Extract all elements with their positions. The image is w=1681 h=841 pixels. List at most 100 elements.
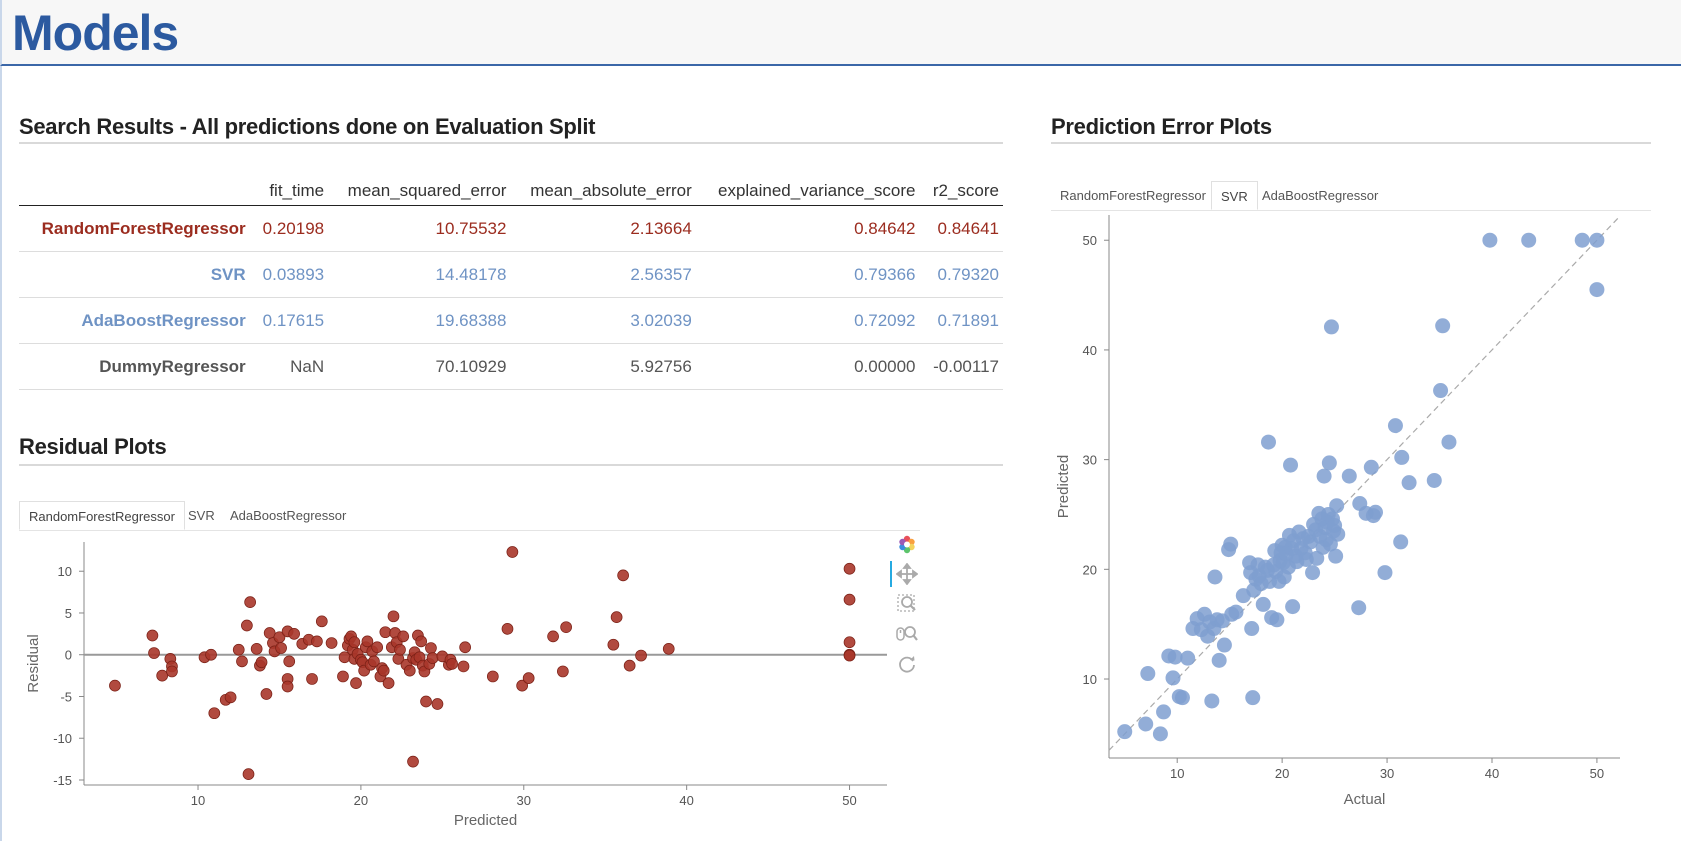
data-point (244, 596, 256, 608)
x-tick-label: 10 (1170, 766, 1184, 781)
data-point (431, 698, 444, 710)
data-point (1363, 459, 1379, 475)
data-point (1165, 670, 1181, 686)
data-point (361, 635, 374, 648)
data-point (1207, 569, 1223, 585)
pan-icon[interactable] (896, 563, 918, 585)
table-cell: 0.00000 (695, 343, 920, 390)
row-model-name: AdaBoostRegressor (19, 297, 250, 344)
data-point (1152, 726, 1168, 742)
data-point (1244, 621, 1260, 637)
data-point (1283, 457, 1299, 473)
data-point (1482, 232, 1498, 248)
data-point (843, 649, 856, 662)
column-header: fit_time (249, 175, 329, 206)
data-point (208, 707, 221, 720)
data-point (382, 677, 395, 689)
data-point (205, 648, 217, 661)
table-cell: 14.48178 (328, 251, 511, 298)
data-point (1435, 318, 1451, 334)
table-cell: 3.02039 (510, 297, 696, 344)
tab-randomforestregressor[interactable]: RandomForestRegressor (19, 501, 185, 530)
data-point (325, 637, 338, 649)
x-tick-label: 40 (1485, 766, 1499, 781)
data-point (486, 670, 499, 683)
x-tick-label: 50 (842, 793, 856, 808)
data-point (617, 569, 629, 582)
data-point (1328, 548, 1344, 564)
tab-svr[interactable]: SVR (1211, 181, 1258, 210)
data-point (662, 643, 675, 655)
wheel-zoom-icon[interactable] (896, 623, 918, 645)
y-tick-label: 30 (1083, 453, 1097, 468)
y-tick-label: -10 (53, 731, 72, 746)
data-point (224, 691, 237, 704)
active-tool-indicator (890, 561, 892, 587)
data-point (109, 679, 121, 692)
x-axis-label: Actual (1344, 791, 1386, 808)
data-point (415, 635, 428, 648)
data-point (311, 635, 323, 648)
data-point (1316, 468, 1332, 484)
data-point (1156, 704, 1172, 720)
search-results-title: Search Results - All predictions done on… (19, 114, 1003, 144)
y-tick-label: -15 (53, 773, 72, 788)
x-tick-label: 20 (1275, 766, 1289, 781)
data-point (557, 665, 569, 678)
box-zoom-icon[interactable] (896, 593, 918, 615)
y-tick-label: 10 (1083, 672, 1097, 687)
x-tick-label: 40 (679, 793, 693, 808)
data-point (1216, 637, 1232, 653)
data-point (337, 670, 349, 683)
data-point (426, 652, 439, 664)
data-point (1387, 418, 1403, 434)
tab-adaboostregressor[interactable]: AdaBoostRegressor (1262, 188, 1379, 203)
x-axis-label: Predicted (454, 812, 517, 829)
data-point (242, 768, 255, 780)
data-point (446, 658, 458, 670)
y-axis-label: Residual (25, 634, 42, 692)
data-point (371, 641, 384, 654)
y-tick-label: 5 (65, 606, 72, 621)
table-cell: 0.84641 (919, 205, 1003, 252)
data-point (1255, 596, 1271, 612)
row-model-name: SVR (19, 251, 250, 298)
data-point (379, 626, 392, 639)
data-point (1394, 449, 1410, 465)
reset-icon[interactable] (896, 653, 918, 675)
tab-svr[interactable]: SVR (188, 508, 215, 523)
table-cell: 0.79366 (695, 251, 920, 298)
table-cell: 0.79320 (919, 251, 1003, 298)
data-point (560, 621, 572, 634)
data-point (522, 672, 535, 684)
data-point (236, 655, 248, 668)
y-tick-label: 40 (1083, 343, 1097, 358)
data-point (288, 628, 300, 640)
prediction-error-plot[interactable]: 10 20 30 40 50 50 40 30 20 10 Actual Predicted (1051, 210, 1651, 835)
data-point (255, 656, 268, 669)
tab-adaboostregressor[interactable]: AdaBoostRegressor (230, 508, 347, 523)
prediction-plots-title: Prediction Error Plots (1051, 114, 1651, 144)
data-point (232, 643, 245, 656)
data-point (1245, 690, 1261, 706)
data-point (1589, 232, 1605, 248)
data-point (1329, 498, 1345, 514)
data-point (1211, 652, 1227, 668)
data-point (1521, 232, 1537, 248)
data-point (843, 562, 856, 575)
data-point (377, 664, 390, 677)
data-point (397, 630, 410, 643)
data-point (275, 642, 287, 654)
data-point (1341, 468, 1357, 484)
table-cell: NaN (249, 343, 329, 390)
data-point (1309, 550, 1325, 566)
tab-randomforestregressor[interactable]: RandomForestRegressor (1060, 188, 1206, 203)
data-point (156, 669, 169, 682)
prediction-tabs: RandomForestRegressor SVR AdaBoostRegres… (1051, 181, 1651, 211)
column-header: mean_absolute_error (510, 175, 696, 206)
table-row: DummyRegressor NaN 70.10929 5.92756 0.00000-… (19, 343, 1003, 390)
data-point (283, 655, 296, 668)
bokeh-logo-icon[interactable] (896, 533, 918, 555)
table-row: SVR 0.03893 14.48178 2.56357 0.79366 0.79320 (19, 251, 1003, 298)
